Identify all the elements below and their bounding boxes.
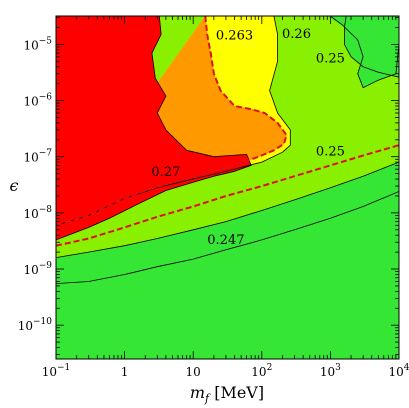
contour-line-0 [56,16,252,241]
y-tick-label: 10−7 [23,149,52,165]
y-tick-label: 10−5 [23,36,52,52]
contour-value-label-4: 0.27 [151,165,180,180]
y-tick-label: 10−6 [23,93,52,109]
contour-value-label-2: 0.25 [316,52,345,67]
y-tick-labels: 10−10 10−9 10−8 10−7 10−6 10−5 [18,36,53,333]
y-tick-label: 10−10 [18,317,53,333]
contour-line-2 [56,191,399,284]
contour-regions [56,16,399,359]
x-axis-label-var: m [190,383,205,402]
y-axis-label: ϵ [10,176,19,195]
contour-line-1 [56,161,399,258]
y-tick-label: 10−9 [23,261,52,277]
x-axis-label-unit: [MeV] [209,383,264,402]
x-tick-label: 104 [388,363,409,379]
x-axis-label-sub: f [204,392,211,405]
contour-lines [56,16,399,284]
y-tick-label: 10−8 [23,205,52,221]
dashed-boundary-line-6 [56,16,288,227]
axis-ticks [55,16,400,359]
contour-value-label-5: 0.247 [207,233,244,248]
x-axis-label: mf [MeV] [190,383,264,405]
plot-frame [55,15,400,360]
x-tick-label: 103 [320,363,341,379]
contour-labels: 0.263 0.26 0.25 0.25 0.27 0.247 [151,27,344,248]
contour-line-4 [330,16,399,88]
contour-value-label-0: 0.263 [216,29,253,44]
contour-value-label-3: 0.25 [316,144,345,159]
x-tick-label: 1 [121,365,129,379]
x-tick-label: 102 [251,363,272,379]
dashed-boundary-line-7 [56,144,399,247]
contour-value-label-1: 0.26 [282,27,311,42]
x-tick-label: 10−1 [42,363,71,379]
x-tick-labels: 10−1 1 10 102 103 104 [42,363,409,379]
x-tick-label: 10 [186,365,201,379]
